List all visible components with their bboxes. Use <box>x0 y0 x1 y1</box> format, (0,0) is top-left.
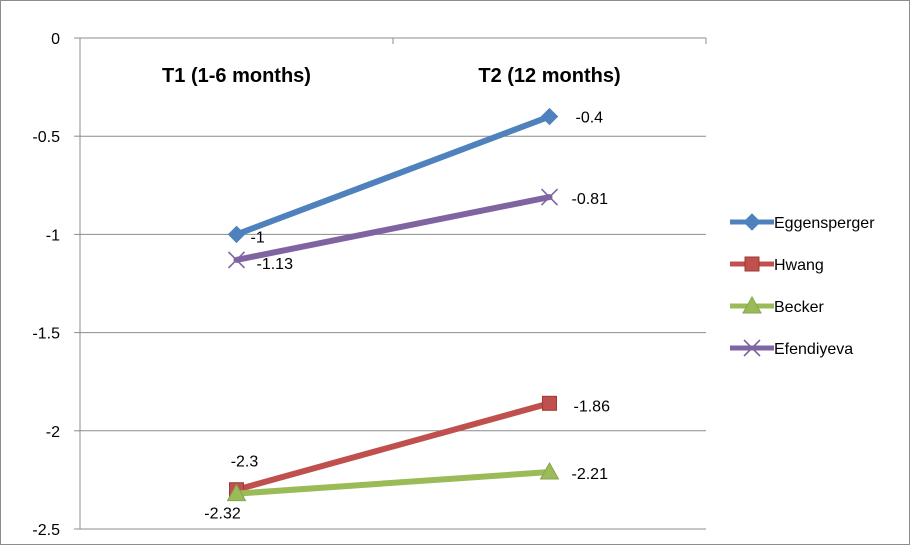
legend-item-hwang: Hwang <box>730 256 824 274</box>
legend-marker <box>744 256 760 272</box>
legend-item-becker: Becker <box>730 295 824 316</box>
eggensperger-marker <box>540 107 559 126</box>
efendiyeva-marker <box>227 251 246 269</box>
category-label: T2 (12 months) <box>478 65 620 87</box>
hwang-data-label: -1.86 <box>574 398 611 415</box>
eggensperger-data-label: -0.4 <box>576 110 604 127</box>
becker-marker <box>226 483 247 502</box>
y-tick-label: -1.5 <box>32 326 60 343</box>
legend: Eggensperger Hwang Becker Efendiyeva <box>730 213 875 358</box>
series-lines <box>226 107 560 502</box>
data-labels: -1 -0.4 -2.3 -1.86 -2.32 -2.21 -1.13 -0.81 <box>204 110 610 523</box>
eggensperger-line <box>233 113 553 238</box>
y-tick-label: -2.5 <box>32 522 60 539</box>
hwang-data-label: -2.3 <box>231 454 259 471</box>
efendiyeva-data-label: -1.13 <box>257 256 294 273</box>
y-tick-labels: 0 -0.5 -1 -1.5 -2 -2.5 <box>32 31 60 539</box>
eggensperger-data-label: -1 <box>251 229 265 246</box>
axes <box>74 37 707 530</box>
legend-label: Eggensperger <box>774 215 875 232</box>
legend-item-efendiyeva: Efendiyeva <box>730 339 853 358</box>
legend-label: Becker <box>774 299 824 316</box>
legend-marker <box>742 295 762 314</box>
becker-marker <box>539 462 560 480</box>
legend-label: Efendiyeva <box>774 341 853 358</box>
category-labels: T1 (1-6 months) T2 (12 months) <box>162 65 621 87</box>
hwang-line <box>233 400 553 493</box>
eggensperger-marker <box>227 225 246 244</box>
becker-data-label: -2.21 <box>572 466 609 483</box>
efendiyeva-marker <box>540 188 559 206</box>
legend-label: Hwang <box>774 257 824 274</box>
becker-data-label: -2.32 <box>204 506 241 523</box>
gridlines <box>80 135 706 530</box>
becker-line <box>233 469 553 497</box>
category-label: T1 (1-6 months) <box>162 65 311 87</box>
legend-marker <box>743 213 761 231</box>
y-tick-label: -2 <box>46 424 60 441</box>
y-tick-label: -0.5 <box>32 129 60 146</box>
legend-item-eggensperger: Eggensperger <box>730 213 875 232</box>
y-tick-label: 0 <box>51 31 60 48</box>
efendiyeva-data-label: -0.81 <box>572 191 609 208</box>
y-tick-label: -1 <box>46 227 60 244</box>
hwang-marker <box>542 395 557 411</box>
efendiyeva-line <box>233 194 553 263</box>
legend-marker <box>743 339 761 357</box>
